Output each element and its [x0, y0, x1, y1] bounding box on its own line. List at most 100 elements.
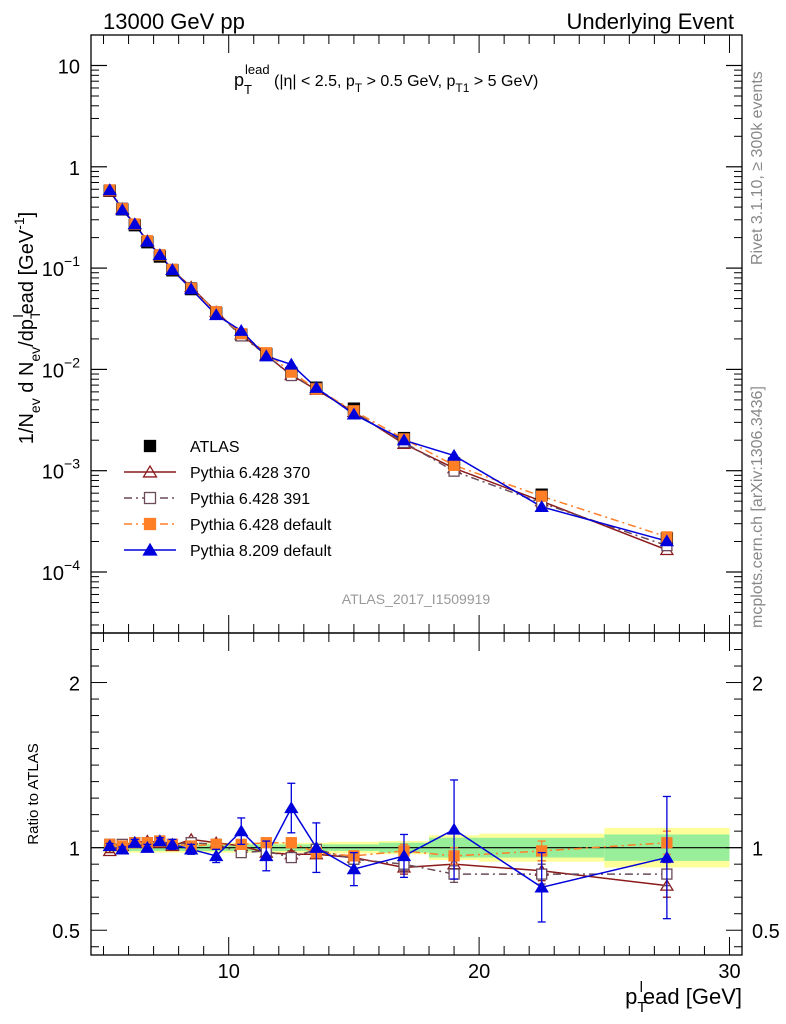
- ylabel-a: 1/N: [16, 413, 38, 444]
- main-x-axis: [103, 35, 730, 633]
- ylabel-a-sub: ev: [27, 398, 43, 413]
- ratio-y-tick-label-right: 0.5: [752, 921, 780, 943]
- ratio-point-series-3: [140, 840, 155, 853]
- title-cut3: > 5 GeV): [469, 73, 538, 90]
- ratio-point-series-1: [285, 851, 297, 864]
- ylabel-c-sub: T: [27, 310, 43, 319]
- main-point-series-4: [127, 217, 142, 230]
- x-axis-label: pTlead [GeV]: [625, 979, 742, 1016]
- main-y-tick-label: 10: [58, 56, 80, 78]
- legend-marker: [143, 491, 157, 505]
- legend-label: Pythia 6.428 370: [190, 465, 310, 482]
- main-point-series-4: [446, 448, 462, 461]
- ratio-y-tick-label-right: 1: [752, 839, 763, 861]
- tick-base: 10: [42, 563, 64, 585]
- tick-base: 10: [42, 462, 64, 484]
- main-point-series-4: [234, 323, 249, 336]
- title-cut2: > 0.5 GeV, p: [362, 73, 455, 90]
- analysis-watermark: ATLAS_2017_I1509919: [342, 591, 491, 607]
- main-point-series-4: [140, 234, 155, 247]
- ratio-point-series-2: [210, 838, 222, 851]
- title-cut1-sub: T: [355, 81, 363, 95]
- main-y-tick-label: 10−2: [42, 354, 80, 382]
- title-cut1: (|η| < 2.5, p: [270, 73, 355, 90]
- tick-base: 10: [42, 259, 64, 281]
- main-line-series-3: [109, 189, 668, 538]
- xlabel-sub: T: [637, 999, 646, 1016]
- header-left: 13000 GeV pp: [103, 9, 245, 34]
- ratio-series-markers: [102, 779, 675, 923]
- ratio-point-series-3: [346, 862, 362, 875]
- legend-label: Pythia 6.428 391: [190, 491, 310, 508]
- main-y-tick-label: 1: [69, 158, 80, 180]
- main-y-tick-label: 10−4: [42, 557, 80, 585]
- tick-exponent: −3: [64, 456, 80, 472]
- main-point-series-4: [152, 248, 168, 261]
- legend-marker: [143, 517, 157, 531]
- ratio-y-label: Ratio to ATLAS: [25, 743, 42, 844]
- plot-title: pTlead (|η| < 2.5, pT > 0.5 GeV, pT1 > 5…: [234, 62, 538, 97]
- main-y-label: 1/Nev d Nev/dpTlead [GeV-1]: [10, 212, 43, 444]
- tick-exponent: −1: [64, 253, 80, 269]
- title-sub: T: [244, 82, 252, 97]
- ylabel-d-sup: -1: [11, 217, 27, 230]
- main-point-series-4: [284, 357, 299, 370]
- main-point-series-4: [102, 183, 117, 196]
- main-y-tick-label: 10−1: [42, 253, 80, 281]
- main-point-series-4: [396, 433, 412, 446]
- title-p: p: [234, 70, 244, 90]
- ratio-point-series-3: [659, 850, 675, 863]
- x-tick-label: 20: [468, 961, 490, 983]
- ratio-y-tick-label: 0.5: [52, 921, 80, 943]
- ylabel-b: d N: [16, 362, 38, 399]
- ylabel-d: ead [GeV: [16, 229, 38, 314]
- ylabel-c-sup: l: [10, 314, 26, 317]
- ylabel-e: ]: [16, 212, 38, 218]
- ratio-point-series-3: [396, 849, 412, 862]
- ratio-point-series-3: [259, 849, 274, 862]
- main-line-series-4: [109, 189, 668, 542]
- title-cut2-sub: T1: [455, 81, 469, 95]
- ylabel-b-sub: ev: [27, 347, 43, 362]
- ratio-panel: 0.5 0.5 1 1 2 2 10 20 30 Ratio to ATLAS pTlead …: [25, 632, 780, 1016]
- ratio-point-series-3: [127, 835, 142, 848]
- ratio-y-tick-label: 1: [69, 839, 80, 861]
- tick-exponent: −2: [64, 354, 80, 370]
- legend-marker: [142, 542, 158, 556]
- main-point-series-4: [309, 380, 324, 393]
- ratio-point-series-3: [102, 839, 117, 852]
- ratio-point-series-3: [284, 801, 299, 814]
- legend-label: Pythia 6.428 default: [190, 517, 332, 534]
- xlabel-sup: l: [640, 979, 643, 996]
- main-series-markers: [102, 183, 675, 556]
- legend-marker: [142, 464, 158, 478]
- main-point-series-4: [115, 203, 130, 216]
- mcplots-label: mcplots.cern.ch [arXiv:1306.3436]: [749, 386, 766, 628]
- main-point-series-4: [534, 500, 549, 512]
- ratio-point-series-3: [152, 834, 168, 847]
- ratio-point-series-3: [446, 822, 462, 835]
- ratio-frame: [90, 632, 743, 956]
- ratio-point-series-3: [165, 837, 180, 850]
- main-point-series-4: [346, 407, 362, 420]
- main-point-series-4: [259, 349, 274, 362]
- ratio-point-series-3: [115, 842, 130, 855]
- ratio-y-tick-label-right: 2: [752, 674, 763, 696]
- rivet-label: Rivet 3.1.10, ≥ 300k events: [749, 71, 766, 265]
- ratio-y-axis: 0.5 0.5 1 1 2 2: [52, 649, 780, 948]
- ratio-point-series-3: [309, 840, 324, 853]
- xlabel-p: p: [625, 984, 637, 1009]
- tick-exponent: −4: [64, 557, 80, 573]
- ratio-point-series-3: [534, 880, 549, 893]
- xlabel-rest: ead [GeV]: [643, 984, 742, 1009]
- tick-base: 10: [58, 56, 80, 78]
- main-point-series-4: [184, 282, 199, 295]
- ratio-point-series-3: [209, 849, 224, 862]
- x-tick-label: 30: [718, 961, 740, 983]
- main-point-series-4: [165, 263, 180, 276]
- main-frame: [90, 34, 743, 634]
- main-point-series-3: [448, 459, 460, 471]
